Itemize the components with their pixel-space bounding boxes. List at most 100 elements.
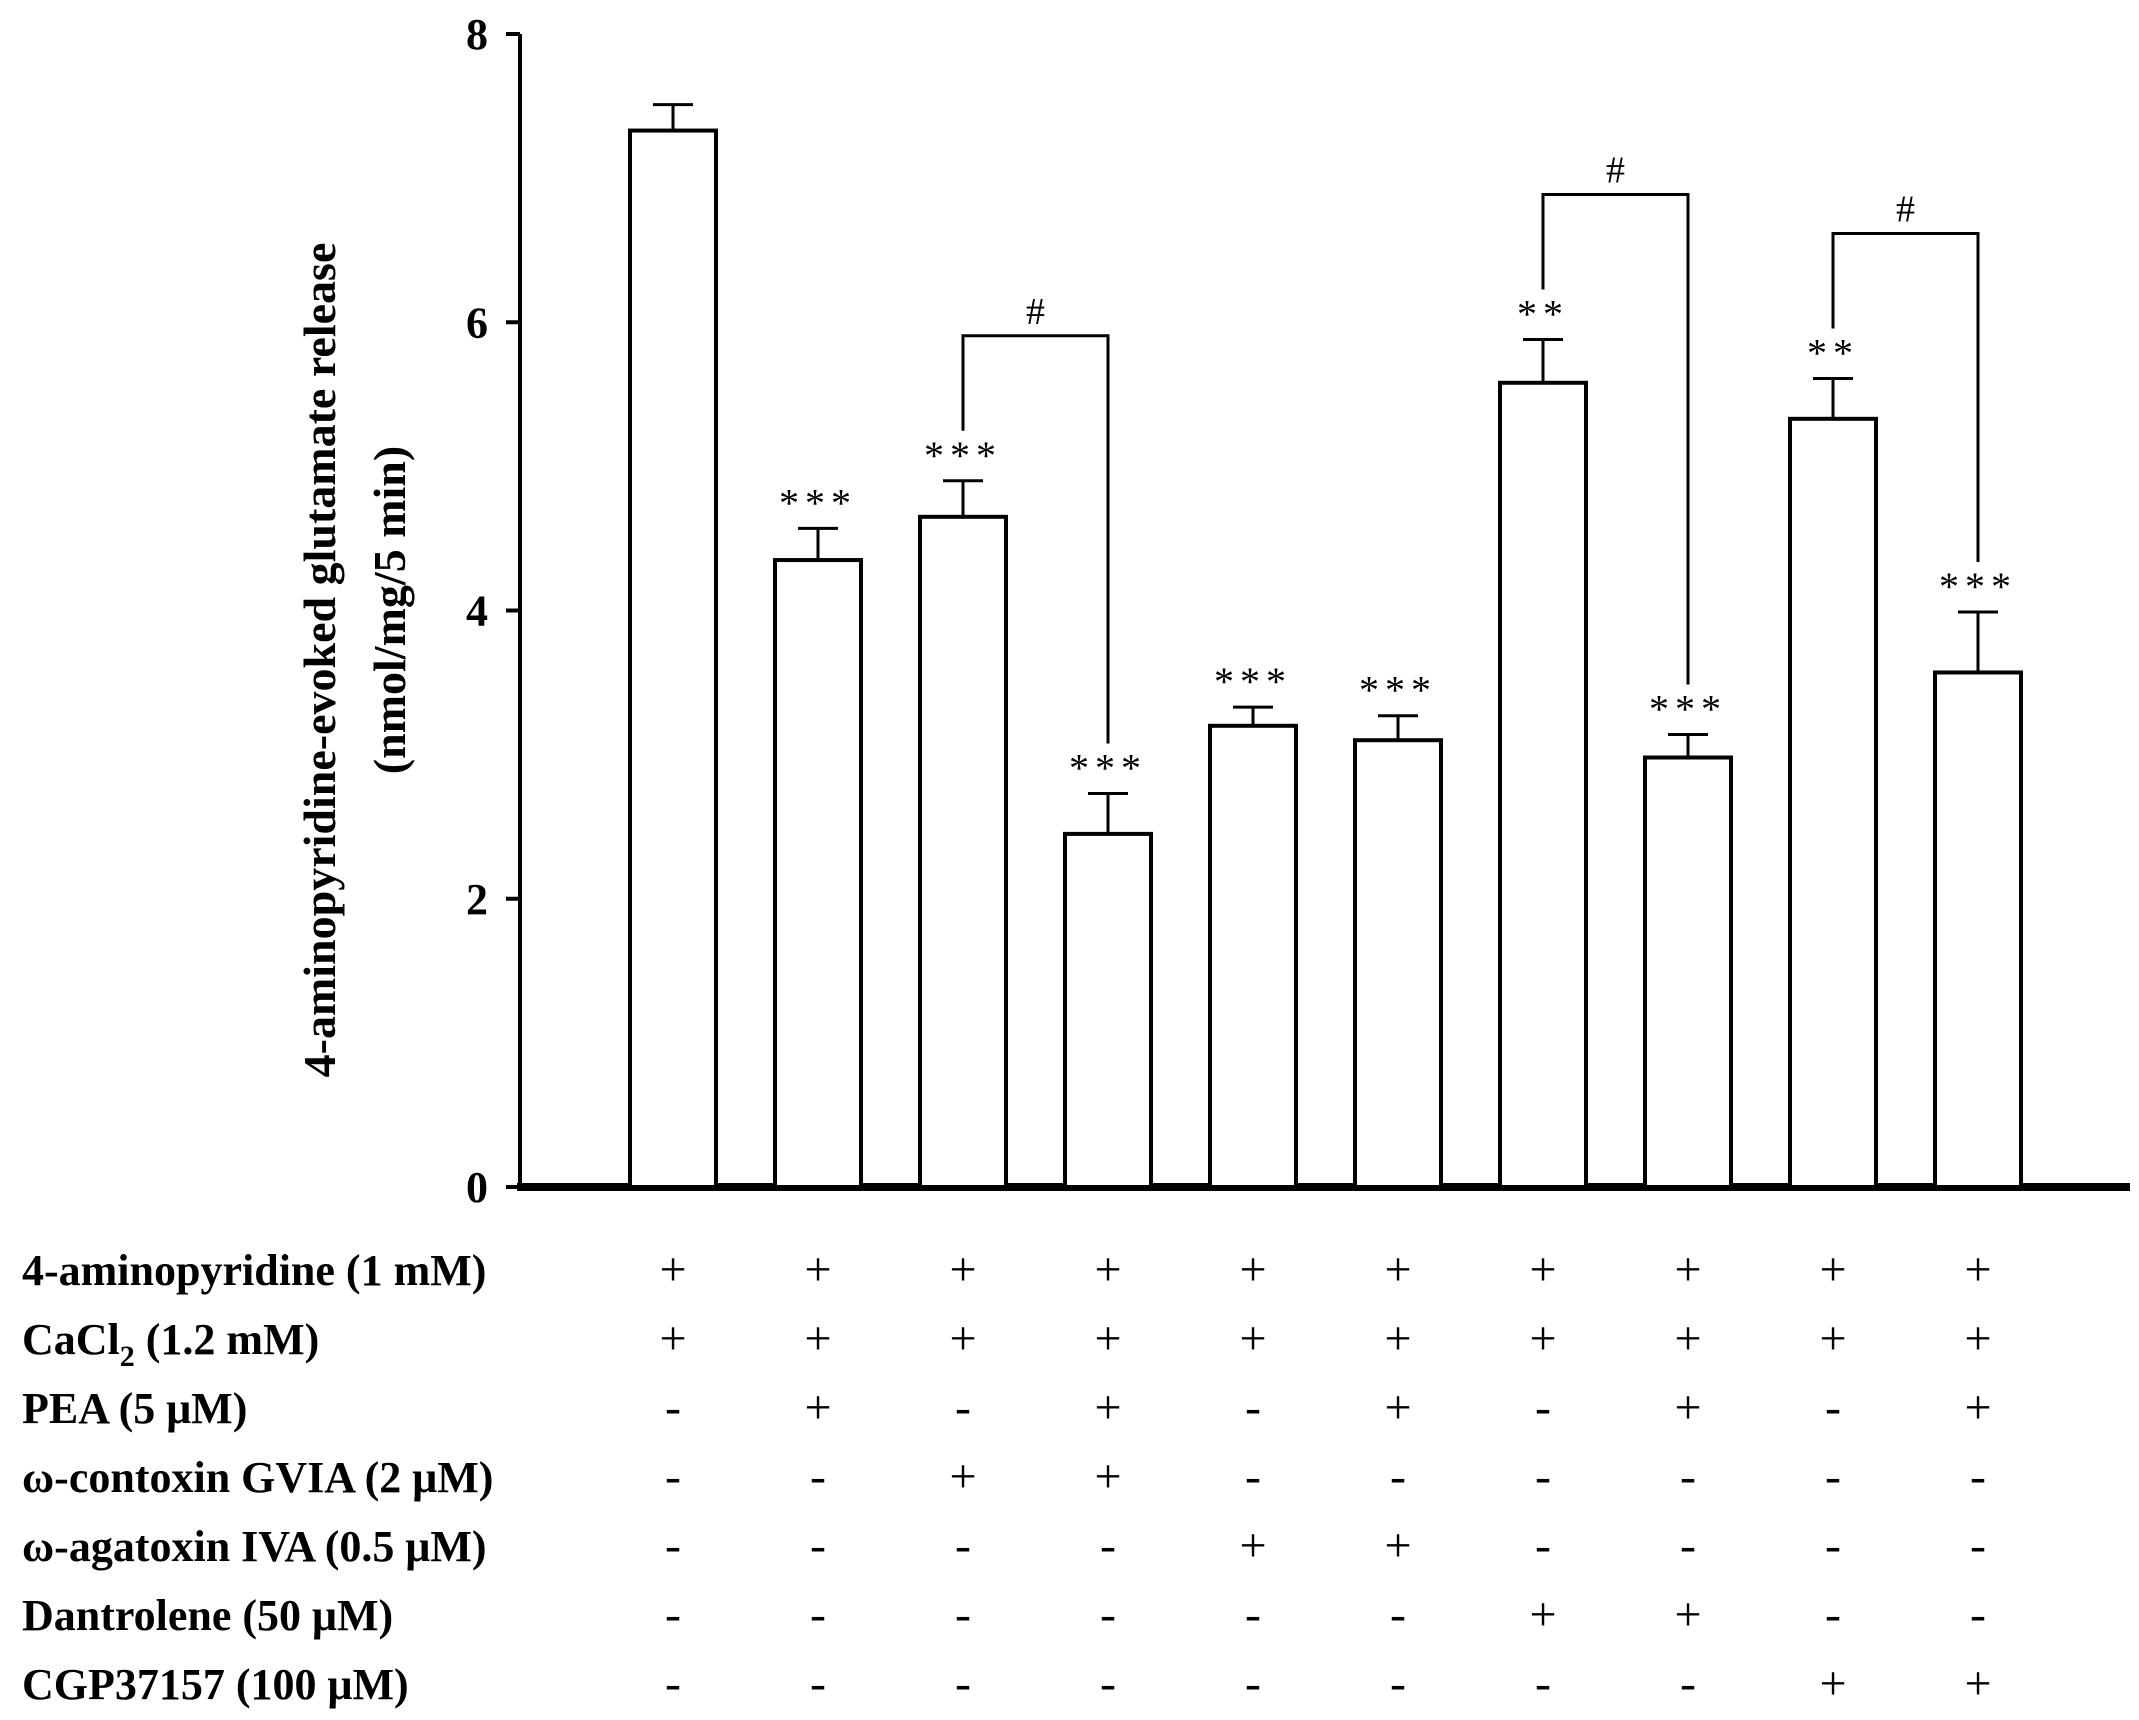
condition-mark: - <box>1535 1519 1551 1572</box>
significance-marker: *** <box>1069 746 1147 791</box>
condition-row: CaCl2 (1.2 mM) + + + + + + + + + + <box>22 1312 1992 1373</box>
condition-mark: - <box>1100 1657 1116 1710</box>
condition-mark: - <box>1390 1450 1406 1503</box>
y-tick-label: 0 <box>466 1163 488 1212</box>
condition-label-main: CaCl <box>22 1315 120 1364</box>
condition-mark: + <box>659 1243 686 1296</box>
condition-mark: - <box>1390 1588 1406 1641</box>
condition-label: CGP37157 (100 μM) <box>22 1660 409 1709</box>
condition-mark: - <box>955 1657 971 1710</box>
bar <box>1208 723 1298 1189</box>
condition-mark: - <box>1535 1381 1551 1434</box>
y-axis-label-line1: 4-aminopyridine-evoked glutamate release <box>294 243 345 1078</box>
condition-mark: - <box>1100 1519 1116 1572</box>
condition-mark: + <box>1094 1312 1121 1365</box>
condition-mark: + <box>1529 1588 1556 1641</box>
bracket-line <box>1831 231 1980 562</box>
condition-mark: + <box>1094 1381 1121 1434</box>
condition-mark: - <box>1825 1381 1841 1434</box>
condition-row: Dantrolene (50 μM) - - - - - - + + - - <box>22 1588 1986 1641</box>
condition-row: ω-agatoxin IVA (0.5 μM) - - - - + + - - - - <box>22 1519 1986 1572</box>
condition-mark: - <box>1245 1450 1261 1503</box>
condition-mark: + <box>1674 1588 1701 1641</box>
significance-marker: *** <box>1649 686 1727 731</box>
condition-mark: - <box>1245 1381 1261 1434</box>
condition-mark: + <box>1964 1381 1991 1434</box>
y-tick-label: 6 <box>466 298 488 347</box>
condition-mark: - <box>955 1381 971 1434</box>
condition-mark: + <box>1239 1243 1266 1296</box>
condition-mark: + <box>1674 1243 1701 1296</box>
condition-row: ω-contoxin GVIA (2 μM) - - + + - - - - - - <box>22 1450 1986 1503</box>
condition-mark: - <box>665 1657 681 1710</box>
comparison-label: # <box>1896 188 1915 230</box>
condition-mark: - <box>1245 1657 1261 1710</box>
condition-mark: + <box>1384 1519 1411 1572</box>
condition-mark: + <box>1819 1312 1846 1365</box>
condition-label: PEA (5 μM) <box>22 1384 247 1433</box>
significance-marker: *** <box>1359 668 1437 713</box>
condition-mark: - <box>1680 1519 1696 1572</box>
condition-label: Dantrolene (50 μM) <box>22 1591 393 1640</box>
condition-mark: + <box>949 1450 976 1503</box>
condition-mark: - <box>665 1519 681 1572</box>
condition-mark: + <box>1529 1243 1556 1296</box>
condition-mark: + <box>1964 1243 1991 1296</box>
condition-mark: - <box>1100 1588 1116 1641</box>
condition-mark: + <box>1819 1243 1846 1296</box>
y-tick-label: 8 <box>466 10 488 59</box>
significance-marker: *** <box>924 433 1002 478</box>
condition-mark: - <box>1970 1588 1986 1641</box>
condition-mark: - <box>955 1519 971 1572</box>
condition-mark: - <box>665 1381 681 1434</box>
y-axis-label-line2: (nmol/mg/5 min) <box>364 446 415 774</box>
condition-row: PEA (5 μM) - + - + - + - + - + <box>22 1381 1992 1434</box>
y-axis-label: 4-aminopyridine-evoked glutamate release… <box>294 243 415 1078</box>
comparison-label: # <box>1606 150 1625 192</box>
bar <box>1353 738 1443 1190</box>
condition-label-rest: (1.2 mM) <box>135 1315 320 1364</box>
condition-mark: + <box>1819 1657 1846 1710</box>
condition-mark: + <box>659 1312 686 1365</box>
significance-marker: *** <box>1939 564 2017 609</box>
comparison-bracket: # <box>961 291 1110 744</box>
condition-mark: - <box>810 1519 826 1572</box>
condition-label: 4-aminopyridine (1 mM) <box>22 1246 486 1295</box>
significance-marker: ** <box>1517 292 1569 337</box>
condition-mark: + <box>1384 1243 1411 1296</box>
condition-mark: + <box>1964 1657 1991 1710</box>
y-tick-label: 4 <box>466 587 488 636</box>
significance-marker: *** <box>779 480 857 525</box>
condition-mark: - <box>1825 1519 1841 1572</box>
condition-mark: + <box>1239 1312 1266 1365</box>
condition-mark: + <box>804 1381 831 1434</box>
condition-label: ω-contoxin GVIA (2 μM) <box>22 1453 493 1502</box>
condition-mark: + <box>949 1312 976 1365</box>
bracket-line <box>1541 193 1690 685</box>
condition-mark: + <box>1674 1312 1701 1365</box>
significance-marker: *** <box>1214 659 1292 704</box>
bar <box>773 558 863 1189</box>
condition-mark: - <box>1535 1450 1551 1503</box>
condition-mark: + <box>1239 1519 1266 1572</box>
bar <box>1643 755 1733 1189</box>
condition-label-subscript: 2 <box>120 1340 135 1373</box>
condition-mark: + <box>1094 1450 1121 1503</box>
bar <box>918 514 1008 1189</box>
bar <box>1498 380 1588 1190</box>
condition-mark: + <box>1384 1381 1411 1434</box>
condition-mark: - <box>1970 1450 1986 1503</box>
significance-marker: ** <box>1807 330 1859 375</box>
condition-mark: - <box>1535 1657 1551 1710</box>
condition-mark: + <box>1094 1243 1121 1296</box>
condition-mark: - <box>1680 1657 1696 1710</box>
condition-mark: - <box>810 1657 826 1710</box>
condition-mark: - <box>1970 1519 1986 1572</box>
condition-row: CGP37157 (100 μM) - - - - - - - - + + <box>22 1657 1992 1710</box>
condition-mark: + <box>1384 1312 1411 1365</box>
condition-label: ω-agatoxin IVA (0.5 μM) <box>22 1522 487 1571</box>
condition-mark: + <box>804 1312 831 1365</box>
condition-mark: + <box>1964 1312 1991 1365</box>
bar <box>1063 831 1153 1189</box>
